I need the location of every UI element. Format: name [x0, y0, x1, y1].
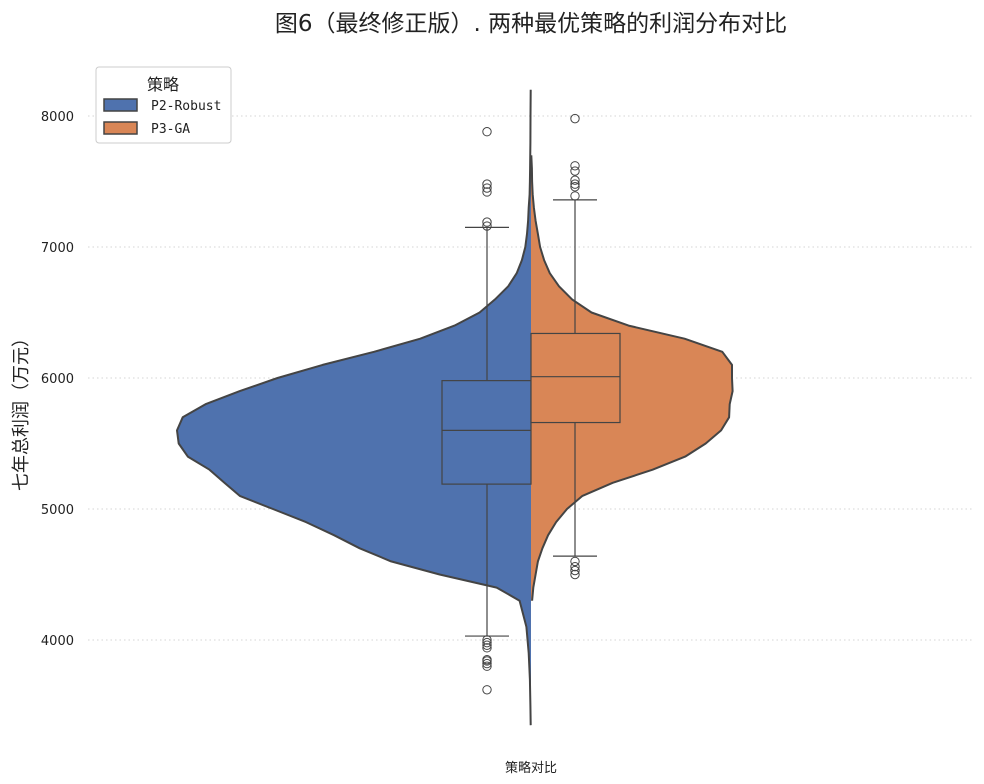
boxplots	[441, 199, 621, 637]
outlier-p2-robust-7	[482, 637, 492, 648]
y-tick-label-4000: 4000	[41, 634, 74, 649]
outlier-p2-robust-13	[482, 179, 492, 189]
outlier-p3-ga-7	[570, 175, 580, 185]
y-axis-ticks: 4000 5000 6000 7000 8000	[41, 110, 74, 649]
outlier-p2-robust-11	[482, 187, 492, 197]
violin-p2-robust	[177, 89, 531, 726]
violin-p3-ga	[531, 155, 733, 601]
chart-title: 图6（最终修正版）. 两种最优策略的利润分布对比	[275, 11, 787, 37]
outlier-p2-robust-14	[482, 127, 492, 137]
y-tick-label-8000: 8000	[41, 110, 74, 125]
outlier-p2-robust-4	[482, 654, 492, 665]
outlier-p2-robust-2	[482, 658, 492, 669]
outlier-p3-ga-6	[570, 179, 580, 189]
outlier-p3-ga-3	[570, 556, 580, 567]
outlier-p3-ga-2	[570, 561, 580, 572]
outlier-p2-robust-8	[482, 635, 492, 645]
legend-swatch-p2-robust	[103, 98, 138, 112]
violins	[176, 89, 734, 726]
legend-label-p2-robust: P2-Robust	[151, 99, 221, 114]
y-tick-label-6000: 6000	[41, 372, 74, 387]
outlier-p3-ga-9	[570, 161, 580, 171]
outlier-p2-robust-6	[482, 640, 492, 650]
outlier-p3-ga-10	[570, 113, 580, 124]
outlier-p3-ga-4	[570, 191, 580, 201]
outlier-p3-ga-5	[570, 182, 580, 192]
legend-label-p3-ga: P3-GA	[151, 122, 190, 137]
y-tick-label-7000: 7000	[41, 241, 74, 256]
violin-outline-p3-ga	[530, 155, 734, 601]
outlier-p2-robust-10	[482, 217, 492, 227]
outlier-p2-robust-5	[482, 643, 492, 653]
y-axis-label: 七年总利润（万元）	[11, 329, 32, 491]
y-tick-label-5000: 5000	[41, 503, 74, 518]
box-p3-ga	[530, 332, 621, 424]
legend-title: 策略	[147, 75, 179, 94]
outlier-p2-robust-12	[482, 183, 492, 193]
outlier-p2-robust-9	[482, 221, 492, 231]
legend-swatch-p3-ga	[103, 121, 138, 135]
outlier-p3-ga-0	[570, 569, 580, 580]
outlier-p2-robust-1	[482, 661, 492, 671]
legend: 策略 P2-Robust P3-GA	[95, 66, 232, 144]
outliers	[482, 113, 580, 695]
outlier-p3-ga-8	[570, 166, 580, 176]
x-axis-label: 策略对比	[505, 760, 557, 776]
violin-outline-p2-robust	[176, 89, 532, 726]
grid-lines	[88, 115, 974, 641]
outlier-p2-robust-0	[482, 685, 492, 695]
outlier-p3-ga-1	[570, 565, 580, 576]
box-p2-robust	[441, 380, 532, 485]
